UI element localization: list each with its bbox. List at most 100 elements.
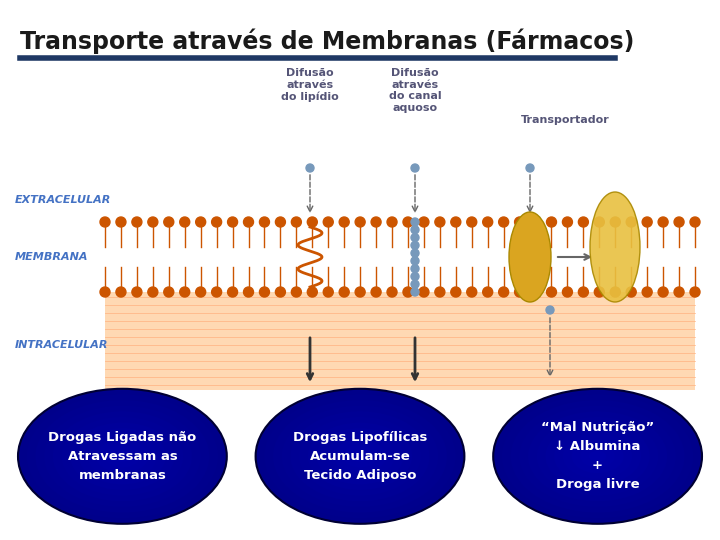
Circle shape [411, 234, 419, 241]
Circle shape [419, 217, 429, 227]
Circle shape [100, 287, 110, 297]
Circle shape [292, 217, 302, 227]
Circle shape [371, 217, 381, 227]
Circle shape [276, 287, 285, 297]
Circle shape [594, 287, 604, 297]
Circle shape [419, 287, 429, 297]
Circle shape [411, 218, 419, 226]
Text: EXTRACELULAR: EXTRACELULAR [15, 195, 112, 205]
Circle shape [482, 287, 492, 297]
Circle shape [307, 217, 318, 227]
Circle shape [212, 217, 222, 227]
Ellipse shape [590, 192, 640, 302]
Ellipse shape [27, 394, 218, 518]
Circle shape [243, 217, 253, 227]
Circle shape [531, 217, 541, 227]
Ellipse shape [44, 406, 201, 507]
Circle shape [148, 287, 158, 297]
Ellipse shape [334, 440, 386, 473]
Circle shape [411, 273, 419, 280]
Circle shape [387, 287, 397, 297]
Circle shape [116, 217, 126, 227]
Circle shape [642, 287, 652, 297]
Ellipse shape [343, 445, 377, 468]
Ellipse shape [580, 445, 615, 468]
Ellipse shape [502, 394, 693, 518]
Circle shape [611, 287, 620, 297]
Circle shape [292, 287, 302, 297]
Circle shape [578, 287, 588, 297]
Circle shape [626, 287, 636, 297]
Ellipse shape [317, 428, 403, 484]
Text: MEMBRANA: MEMBRANA [15, 252, 89, 262]
Circle shape [148, 217, 158, 227]
Circle shape [626, 217, 636, 227]
Circle shape [259, 217, 269, 227]
Text: Drogas Ligadas não
Atravessam as
membranas: Drogas Ligadas não Atravessam as membran… [48, 431, 197, 482]
Ellipse shape [18, 389, 227, 524]
Ellipse shape [282, 406, 438, 507]
Circle shape [451, 287, 461, 297]
Ellipse shape [71, 422, 174, 490]
Ellipse shape [88, 434, 157, 479]
Circle shape [212, 287, 222, 297]
Circle shape [196, 287, 206, 297]
Circle shape [387, 217, 397, 227]
Circle shape [578, 217, 588, 227]
Circle shape [611, 217, 620, 227]
Ellipse shape [563, 434, 632, 479]
Circle shape [467, 217, 477, 227]
Ellipse shape [546, 422, 650, 490]
Ellipse shape [61, 417, 184, 496]
Ellipse shape [105, 445, 140, 468]
Circle shape [435, 287, 445, 297]
Ellipse shape [493, 389, 702, 524]
Circle shape [259, 287, 269, 297]
Circle shape [228, 287, 238, 297]
Text: INTRACELULAR: INTRACELULAR [15, 340, 109, 350]
Ellipse shape [509, 212, 551, 302]
Circle shape [228, 217, 238, 227]
Circle shape [499, 287, 508, 297]
Circle shape [411, 288, 419, 296]
Circle shape [163, 217, 174, 227]
Circle shape [411, 280, 419, 288]
Circle shape [411, 265, 419, 273]
Circle shape [180, 287, 190, 297]
Circle shape [674, 287, 684, 297]
Ellipse shape [307, 422, 412, 490]
Circle shape [132, 287, 142, 297]
Circle shape [451, 217, 461, 227]
Ellipse shape [536, 417, 659, 496]
Circle shape [306, 164, 314, 172]
Circle shape [276, 217, 285, 227]
Ellipse shape [572, 440, 624, 473]
Circle shape [116, 287, 126, 297]
Circle shape [515, 217, 525, 227]
Ellipse shape [273, 400, 447, 512]
Ellipse shape [264, 394, 456, 518]
Ellipse shape [351, 451, 369, 462]
Circle shape [642, 217, 652, 227]
Circle shape [562, 217, 572, 227]
Ellipse shape [79, 428, 166, 484]
Circle shape [482, 217, 492, 227]
Circle shape [307, 287, 318, 297]
Circle shape [674, 217, 684, 227]
Circle shape [531, 287, 541, 297]
Circle shape [411, 249, 419, 257]
Ellipse shape [510, 400, 685, 512]
Ellipse shape [53, 411, 192, 501]
Circle shape [339, 217, 349, 227]
Circle shape [180, 217, 190, 227]
Text: Difusão
através
do lipídio: Difusão através do lipídio [281, 68, 339, 102]
Circle shape [403, 217, 413, 227]
Circle shape [499, 217, 508, 227]
Circle shape [435, 217, 445, 227]
Circle shape [411, 164, 419, 172]
Circle shape [515, 287, 525, 297]
Circle shape [411, 257, 419, 265]
Circle shape [243, 287, 253, 297]
Text: Drogas Lipofílicas
Acumulam-se
Tecido Adiposo: Drogas Lipofílicas Acumulam-se Tecido Ad… [293, 431, 427, 482]
Text: Transportador: Transportador [521, 115, 609, 125]
